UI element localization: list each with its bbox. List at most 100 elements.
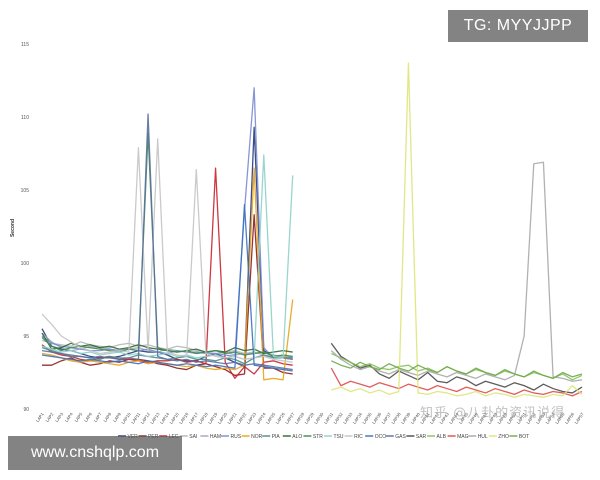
x-tick-label: LAP32 — [332, 411, 344, 425]
y-axis-label: Second — [10, 219, 16, 237]
series-line-ver — [41, 126, 293, 368]
x-tick-label: LAP21 — [226, 411, 238, 425]
series-line-mag — [330, 367, 583, 397]
x-tick-label: LAP38 — [390, 411, 402, 425]
series-line-hul — [330, 161, 583, 382]
legend-label: OCO — [375, 434, 387, 440]
x-tick-label: LAP5 — [73, 411, 83, 423]
x-tick-label: LAP27 — [284, 411, 296, 425]
legend-label: MAG — [457, 434, 469, 440]
legend-label: RIC — [354, 434, 363, 440]
legend-label: STR — [313, 434, 323, 440]
x-tick-label: LAP20 — [217, 411, 229, 425]
series-lines — [41, 62, 583, 398]
x-tick-label: LAP2 — [44, 411, 54, 423]
x-tick-label: LAP44 — [448, 411, 460, 425]
watermark-zhihu: 知乎 @八卦的资讯说得 — [420, 406, 566, 421]
x-tick-label: LAP1 — [35, 411, 45, 423]
x-tick-label: LAP26 — [275, 411, 287, 425]
legend-label: ZHO — [498, 434, 509, 440]
legend-label: ALB — [437, 434, 447, 440]
x-tick-label: LAP41 — [419, 411, 431, 425]
x-tick-label: LAP16 — [178, 411, 190, 425]
x-tick-label: LAP47 — [477, 411, 489, 425]
legend-label: PIA — [272, 434, 281, 440]
series-line-oco — [41, 203, 293, 372]
x-tick-label: LAP9 — [112, 411, 122, 423]
x-tick-label: LAP28 — [294, 411, 306, 425]
y-tick-label: 115 — [21, 42, 29, 48]
legend-label: NOR — [251, 434, 263, 440]
x-tick-label: LAP33 — [342, 411, 354, 425]
x-tick-label: LAP43 — [439, 411, 451, 425]
x-tick-label: LAP25 — [265, 411, 277, 425]
x-tick-label: LAP39 — [400, 411, 412, 425]
x-tick-label: LAP24 — [255, 411, 267, 425]
x-tick-label: LAP29 — [304, 411, 316, 425]
x-tick-label: LAP14 — [159, 411, 171, 425]
legend-label: BOT — [519, 434, 529, 440]
y-tick-label: 90 — [23, 407, 29, 413]
x-tick-label: LAP46 — [467, 411, 479, 425]
x-tick-labels: LAP1 LAP2 LAP3 LAP4 LAP5 LAP6 LAP7 LAP8 LAP9LAP1… — [35, 411, 585, 425]
series-line-gas — [41, 113, 293, 371]
x-tick-label: LAP4 — [64, 411, 74, 423]
legend-label: GAS — [395, 434, 406, 440]
legend-label: TSU — [334, 434, 344, 440]
x-tick-label: LAP55 — [554, 411, 566, 425]
x-tick-label: LAP7 — [93, 411, 103, 423]
x-tick-label: LAP45 — [458, 411, 470, 425]
x-tick-label: LAP36 — [371, 411, 383, 425]
series-line-zho — [331, 62, 583, 398]
watermark-tg: TG: MYYJJPP — [448, 10, 588, 42]
x-tick-label: LAP37 — [381, 411, 393, 425]
x-tick-label: LAP10 — [120, 411, 132, 425]
x-tick-label: LAP51 — [516, 411, 528, 425]
x-tick-label: LAP57 — [574, 411, 586, 425]
x-tick-label: LAP12 — [140, 411, 152, 425]
watermark-url: www.cnshqlp.com — [8, 436, 182, 470]
x-tick-label: LAP54 — [545, 411, 557, 425]
x-tick-label: LAP3 — [54, 411, 64, 423]
x-tick-label: LAP56 — [564, 411, 576, 425]
x-tick-label: LAP15 — [169, 411, 181, 425]
series-line-ric — [41, 138, 293, 363]
x-tick-label: LAP34 — [352, 411, 364, 425]
legend-label: HAM — [210, 434, 221, 440]
series-line-bot — [331, 360, 583, 379]
y-tick-label: 110 — [21, 115, 29, 121]
x-tick-label: LAP22 — [236, 411, 248, 425]
legend-label: HUL — [478, 434, 488, 440]
x-tick-label: LAP17 — [188, 411, 200, 425]
x-tick-label: LAP19 — [207, 411, 219, 425]
x-tick-label: LAP23 — [246, 411, 258, 425]
x-tick-label: LAP31 — [323, 411, 335, 425]
x-tick-label: LAP11 — [130, 411, 142, 424]
y-tick-label: 105 — [21, 188, 30, 194]
x-tick-label: LAP42 — [429, 411, 441, 425]
x-tick-label: LAP30 — [313, 411, 325, 425]
series-line-sar — [330, 342, 583, 394]
x-tick-label: LAP13 — [149, 411, 161, 425]
y-tick-labels: 90 95 100 105 110 115 — [21, 42, 30, 413]
legend-label: ALO — [292, 434, 302, 440]
y-tick-label: 95 — [23, 334, 29, 340]
legend-label: RUS — [231, 434, 242, 440]
x-tick-label: LAP6 — [83, 411, 93, 423]
x-tick-label: LAP8 — [102, 411, 112, 423]
x-tick-label: LAP50 — [506, 411, 518, 425]
y-tick-label: 100 — [21, 261, 30, 267]
x-tick-label: LAP35 — [361, 411, 373, 425]
x-tick-label: LAP49 — [496, 411, 508, 425]
x-tick-label: LAP48 — [487, 411, 499, 425]
y-axis: Second 90 95 100 105 110 115 — [10, 42, 29, 413]
legend-label: SAI — [189, 434, 197, 440]
series-line-str — [41, 132, 293, 358]
series-line-per — [42, 214, 293, 377]
x-tick-label: LAP53 — [535, 411, 547, 425]
x-tick-label: LAP40 — [410, 411, 422, 425]
legend-label: SAR — [416, 434, 427, 440]
x-tick-label: LAP18 — [197, 411, 209, 425]
x-tick-label: LAP52 — [525, 411, 537, 425]
